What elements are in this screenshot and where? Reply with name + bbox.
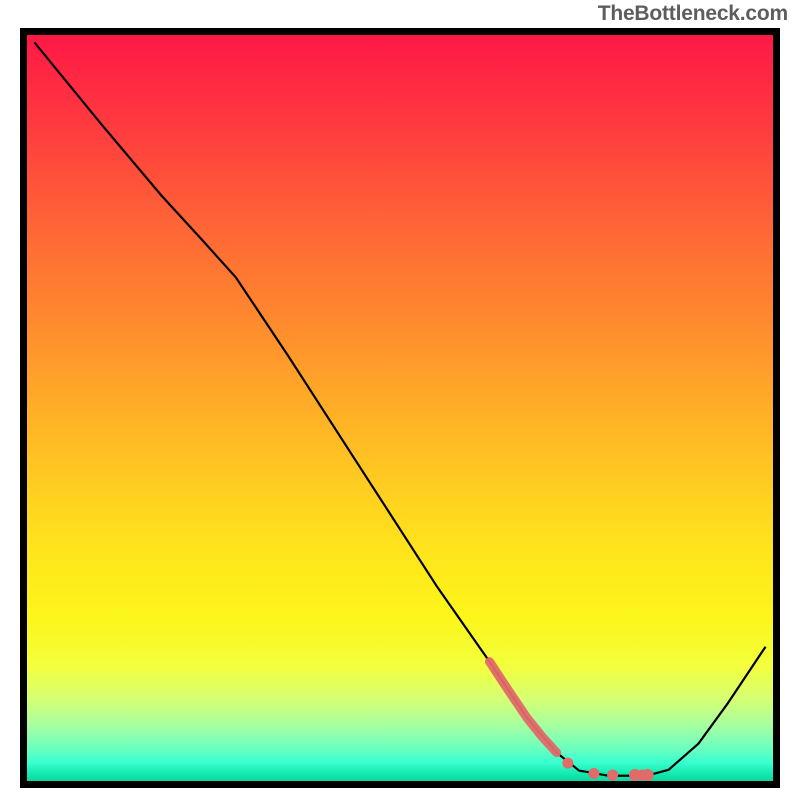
plot-area [20, 28, 780, 788]
chart-overlay [20, 28, 780, 788]
bottleneck-curve [34, 42, 765, 775]
watermark-text: TheBottleneck.com [598, 2, 788, 26]
highlight-segment [490, 662, 557, 753]
